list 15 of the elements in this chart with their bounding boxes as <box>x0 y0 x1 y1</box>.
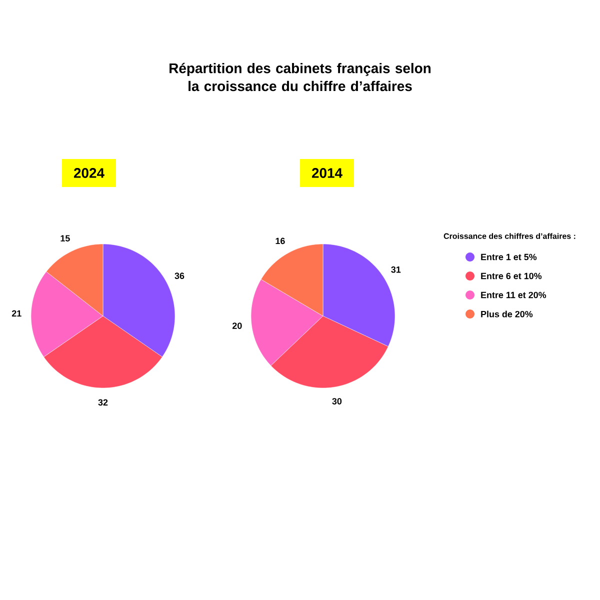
data-label: 16 <box>276 238 285 244</box>
data-label: 32 <box>98 399 108 406</box>
data-label: 31 <box>391 266 401 273</box>
chart-subtitle: 2024 <box>74 168 104 178</box>
data-label: 21 <box>12 310 22 317</box>
chart-subtitle: 2014 <box>312 168 342 178</box>
legend-label: Entre 1 et 5% <box>481 254 537 260</box>
data-label: 36 <box>174 272 184 280</box>
text: Répartition des cabinets français selon la croissance du chiffre d’affaires <box>170 62 431 92</box>
data-label: 15 <box>60 235 70 242</box>
legend-label: Entre 6 et 10% <box>481 272 542 280</box>
data-label: 20 <box>232 322 242 329</box>
data-label: 30 <box>332 398 342 404</box>
legend-label: Entre 11 et 20% <box>481 292 546 298</box>
legend-label: Plus de 20% <box>481 310 533 318</box>
